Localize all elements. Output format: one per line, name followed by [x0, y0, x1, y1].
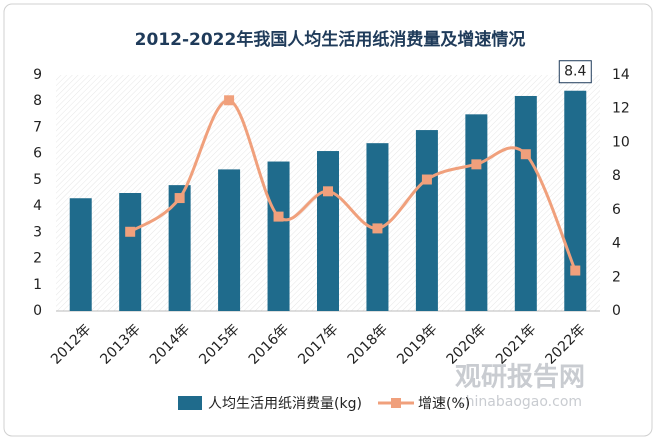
bar [317, 151, 339, 311]
bar [119, 193, 142, 311]
marker [323, 186, 333, 197]
y-tick-label: 9 [33, 67, 42, 83]
legend-label: 增速(%) [418, 396, 470, 412]
legend-swatch [391, 398, 401, 408]
y2-tick-label: 4 [612, 236, 621, 252]
y2-tick-label: 12 [612, 101, 630, 117]
y2-tick-label: 8 [612, 168, 621, 184]
watermark: 观研报告网 [455, 362, 585, 393]
y-tick-label: 4 [33, 198, 42, 214]
y2-tick-label: 14 [612, 67, 630, 83]
legend-swatch [178, 396, 202, 410]
bar [69, 198, 92, 311]
y-tick-label: 3 [33, 224, 42, 240]
y2-tick-label: 10 [612, 134, 630, 150]
bar [218, 169, 241, 311]
chart-title: 2012-2022年我国人均生活用纸消费量及增速情况 [135, 29, 526, 50]
value-label-box [558, 60, 592, 84]
marker [421, 174, 432, 185]
bar [415, 130, 438, 311]
watermark: chinabaogao.com [458, 394, 582, 410]
marker [224, 95, 235, 106]
bar [465, 114, 488, 311]
y-tick-label: 2 [33, 251, 42, 267]
value-label: 8.4 [564, 64, 586, 80]
marker [570, 265, 581, 276]
marker [125, 226, 136, 237]
y2-tick-label: 6 [612, 202, 621, 218]
bar [564, 90, 587, 311]
y-tick-label: 7 [33, 119, 42, 135]
y2-tick-label: 2 [612, 269, 621, 285]
line [129, 98, 577, 272]
y-tick-label: 1 [33, 277, 42, 293]
bar [168, 185, 191, 311]
bar [514, 95, 537, 311]
bar [267, 161, 290, 311]
marker [174, 193, 185, 204]
marker [520, 149, 531, 160]
y-tick-label: 5 [33, 172, 42, 188]
marker [273, 211, 284, 222]
marker [471, 159, 482, 170]
y-tick-label: 6 [33, 146, 42, 162]
marker [372, 223, 383, 234]
y-tick-label: 0 [33, 303, 42, 319]
y2-tick-label: 0 [612, 303, 621, 319]
legend-label: 人均生活用纸消费量(kg) [208, 396, 362, 412]
y-tick-label: 8 [33, 93, 42, 109]
